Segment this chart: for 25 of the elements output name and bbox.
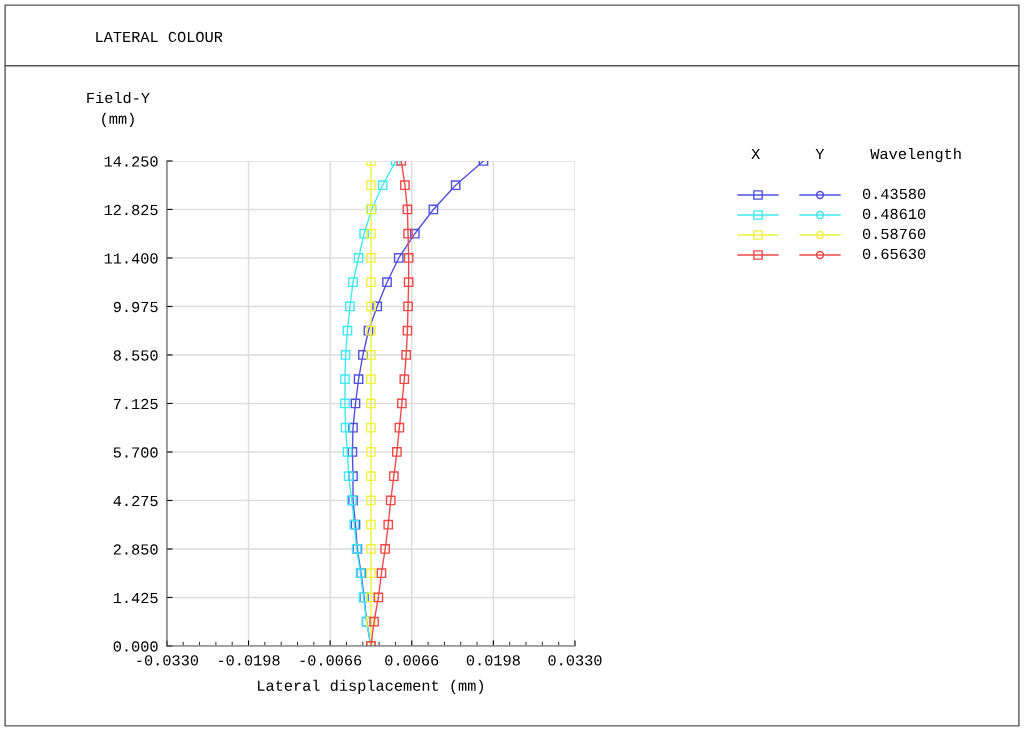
y-tick-label: 0.000: [113, 641, 158, 652]
legend-label: 0.43580: [862, 188, 926, 200]
y-tick-label: 11.400: [104, 253, 158, 264]
chart-title: LATERAL COLOUR: [96, 31, 223, 43]
y-axis-title: Field-Y (mm): [87, 91, 150, 128]
y-tick-label: 4.275: [113, 495, 158, 507]
y-tick-label: 7.125: [113, 398, 158, 410]
y-tick-label: 2.850: [113, 544, 158, 555]
y-tick-label: 1.425: [113, 592, 158, 604]
x-tick-label: 0.0198: [466, 655, 520, 666]
legend-label: 0.48610: [862, 208, 926, 220]
legend-label: 0.58760: [862, 228, 926, 240]
x-tick-label: -0.0066: [300, 655, 362, 666]
legend-title: X Y Wavelength: [751, 147, 961, 163]
x-tick-label: -0.0330: [137, 655, 199, 666]
y-tick-label: 5.700: [113, 447, 158, 458]
y-tick-label: 9.975: [113, 301, 158, 313]
x-tick-label: 0.0330: [548, 655, 602, 666]
y-tick-label: 14.250: [104, 156, 158, 167]
y-tick-label: 8.550: [113, 350, 158, 361]
x-tick-label: -0.0198: [218, 655, 280, 666]
y-tick-label: 12.825: [104, 204, 158, 216]
x-tick-label: 0.0066: [385, 655, 439, 666]
legend-label: 0.65630: [862, 248, 926, 260]
x-axis-title: Lateral displacement (mm): [258, 679, 483, 694]
